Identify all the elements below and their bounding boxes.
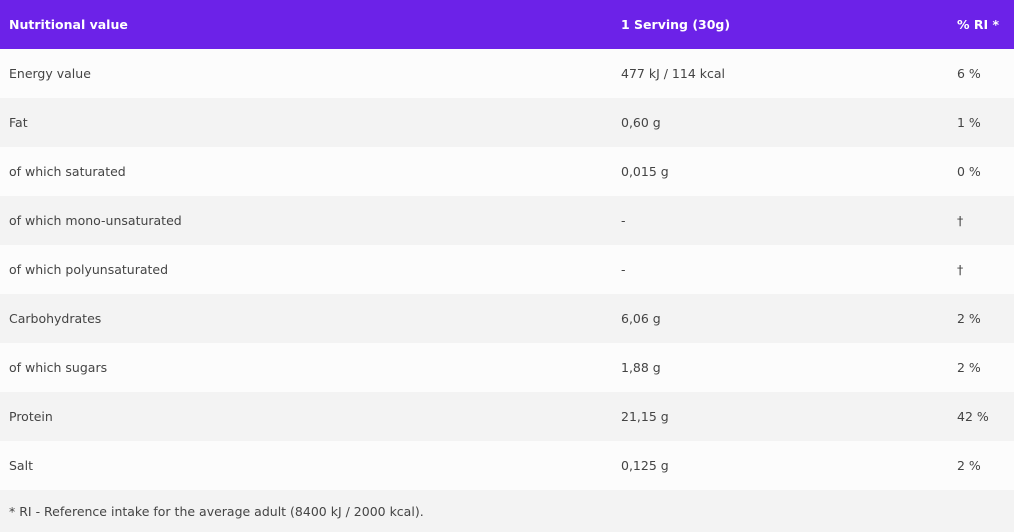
nutrient-name: of which sugars	[0, 343, 612, 392]
ri-value: 42 %	[957, 392, 1014, 441]
table-row: Protein 21,15 g 42 %	[0, 392, 1014, 441]
serving-value: 6,06 g	[612, 294, 957, 343]
footnote-row: * RI - Reference intake for the average …	[0, 490, 1014, 532]
footnote: * RI - Reference intake for the average …	[0, 490, 1014, 532]
ri-value: 2 %	[957, 294, 1014, 343]
nutrient-name: Fat	[0, 98, 612, 147]
nutrient-name: Salt	[0, 441, 612, 490]
ri-value: †	[957, 245, 1014, 294]
header-nutritional-value: Nutritional value	[0, 0, 612, 49]
nutrient-name: Carbohydrates	[0, 294, 612, 343]
ri-value: 2 %	[957, 343, 1014, 392]
serving-value: 21,15 g	[612, 392, 957, 441]
serving-value: 1,88 g	[612, 343, 957, 392]
serving-value: 0,015 g	[612, 147, 957, 196]
table-row: of which mono-unsaturated - †	[0, 196, 1014, 245]
header-ri: % RI *	[957, 0, 1014, 49]
serving-value: -	[612, 245, 957, 294]
ri-value: 1 %	[957, 98, 1014, 147]
ri-value: 2 %	[957, 441, 1014, 490]
header-serving: 1 Serving (30g)	[612, 0, 957, 49]
nutrient-name: of which polyunsaturated	[0, 245, 612, 294]
table-header: Nutritional value 1 Serving (30g) % RI *	[0, 0, 1014, 49]
serving-value: -	[612, 196, 957, 245]
table-row: of which polyunsaturated - †	[0, 245, 1014, 294]
ri-value: †	[957, 196, 1014, 245]
nutrient-name: of which mono-unsaturated	[0, 196, 612, 245]
nutrient-name: Energy value	[0, 49, 612, 98]
nutrient-name: of which saturated	[0, 147, 612, 196]
ri-value: 0 %	[957, 147, 1014, 196]
ri-value: 6 %	[957, 49, 1014, 98]
serving-value: 0,60 g	[612, 98, 957, 147]
serving-value: 477 kJ / 114 kcal	[612, 49, 957, 98]
nutrient-name: Protein	[0, 392, 612, 441]
serving-value: 0,125 g	[612, 441, 957, 490]
table-row: Energy value 477 kJ / 114 kcal 6 %	[0, 49, 1014, 98]
